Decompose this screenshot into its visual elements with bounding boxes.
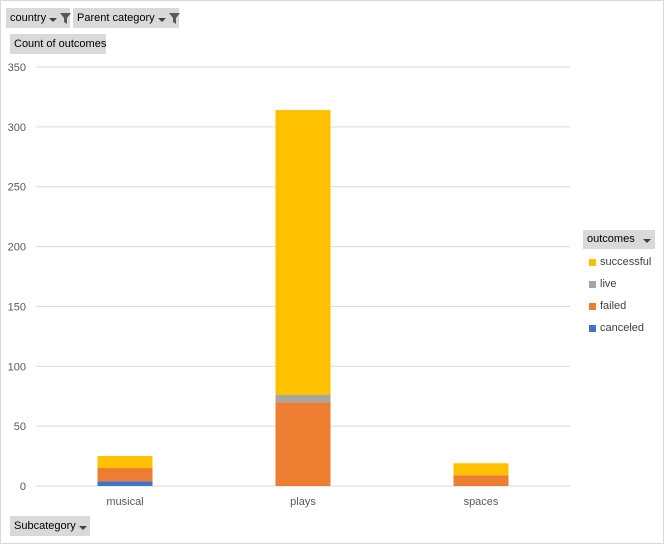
y-tick-label: 0 xyxy=(20,481,26,493)
legend-swatch-successful xyxy=(589,258,596,266)
legend-label-successful: successful xyxy=(600,256,652,268)
x-tick-label: spaces xyxy=(464,496,499,508)
y-tick-label: 100 xyxy=(8,361,26,373)
legend-item-canceled: canceled xyxy=(589,322,644,334)
values-field-label: Count of outcomes xyxy=(14,38,107,50)
legend-item-live: live xyxy=(589,278,617,290)
bar-segment-live xyxy=(275,395,331,403)
legend-label-canceled: canceled xyxy=(600,322,645,334)
legend: outcomes successful live failed canceled xyxy=(583,230,655,334)
bar-segment-failed xyxy=(97,468,153,482)
y-tick-label: 50 xyxy=(14,421,26,433)
legend-swatch-failed xyxy=(589,302,596,310)
y-tick-label: 350 xyxy=(8,62,26,74)
legend-item-successful: successful xyxy=(589,256,651,268)
filter-funnel-icon xyxy=(168,12,180,24)
filter-funnel-icon xyxy=(60,12,72,24)
bar-segment-successful xyxy=(275,110,331,396)
bar-segment-failed xyxy=(275,402,331,486)
dropdown-arrow-icon xyxy=(643,239,651,243)
parent-category-filter-label: Parent category xyxy=(77,12,155,24)
legend-label-failed: failed xyxy=(600,300,627,312)
dropdown-arrow-icon xyxy=(157,17,166,22)
bar-segment-failed xyxy=(453,475,509,486)
legend-swatch-live xyxy=(589,280,596,288)
y-tick-label: 200 xyxy=(8,242,26,254)
bar-segment-canceled xyxy=(97,481,153,486)
y-tick-label: 250 xyxy=(8,182,26,194)
subcategory-axis-button[interactable]: Subcategory xyxy=(10,516,90,536)
legend-swatch-canceled xyxy=(589,324,596,332)
y-tick-label: 300 xyxy=(8,122,26,134)
country-filter-label: country xyxy=(10,12,47,24)
y-tick-label: 150 xyxy=(8,301,26,313)
bar-segment-successful xyxy=(453,463,509,476)
country-filter-button[interactable]: country xyxy=(6,8,72,28)
dropdown-arrow-icon xyxy=(49,17,58,22)
legend-filter-button[interactable]: outcomes xyxy=(583,230,655,249)
parent-category-filter-button[interactable]: Parent category xyxy=(73,8,180,28)
values-field-button[interactable]: Count of outcomes xyxy=(10,34,106,54)
legend-title: outcomes xyxy=(587,233,635,245)
dropdown-arrow-icon xyxy=(78,525,87,530)
subcategory-axis-label: Subcategory xyxy=(14,520,76,532)
bar-segment-successful xyxy=(97,456,153,469)
x-tick-label: plays xyxy=(290,496,316,508)
x-tick-label: musical xyxy=(106,496,143,508)
legend-label-live: live xyxy=(600,278,617,290)
legend-item-failed: failed xyxy=(589,300,626,312)
